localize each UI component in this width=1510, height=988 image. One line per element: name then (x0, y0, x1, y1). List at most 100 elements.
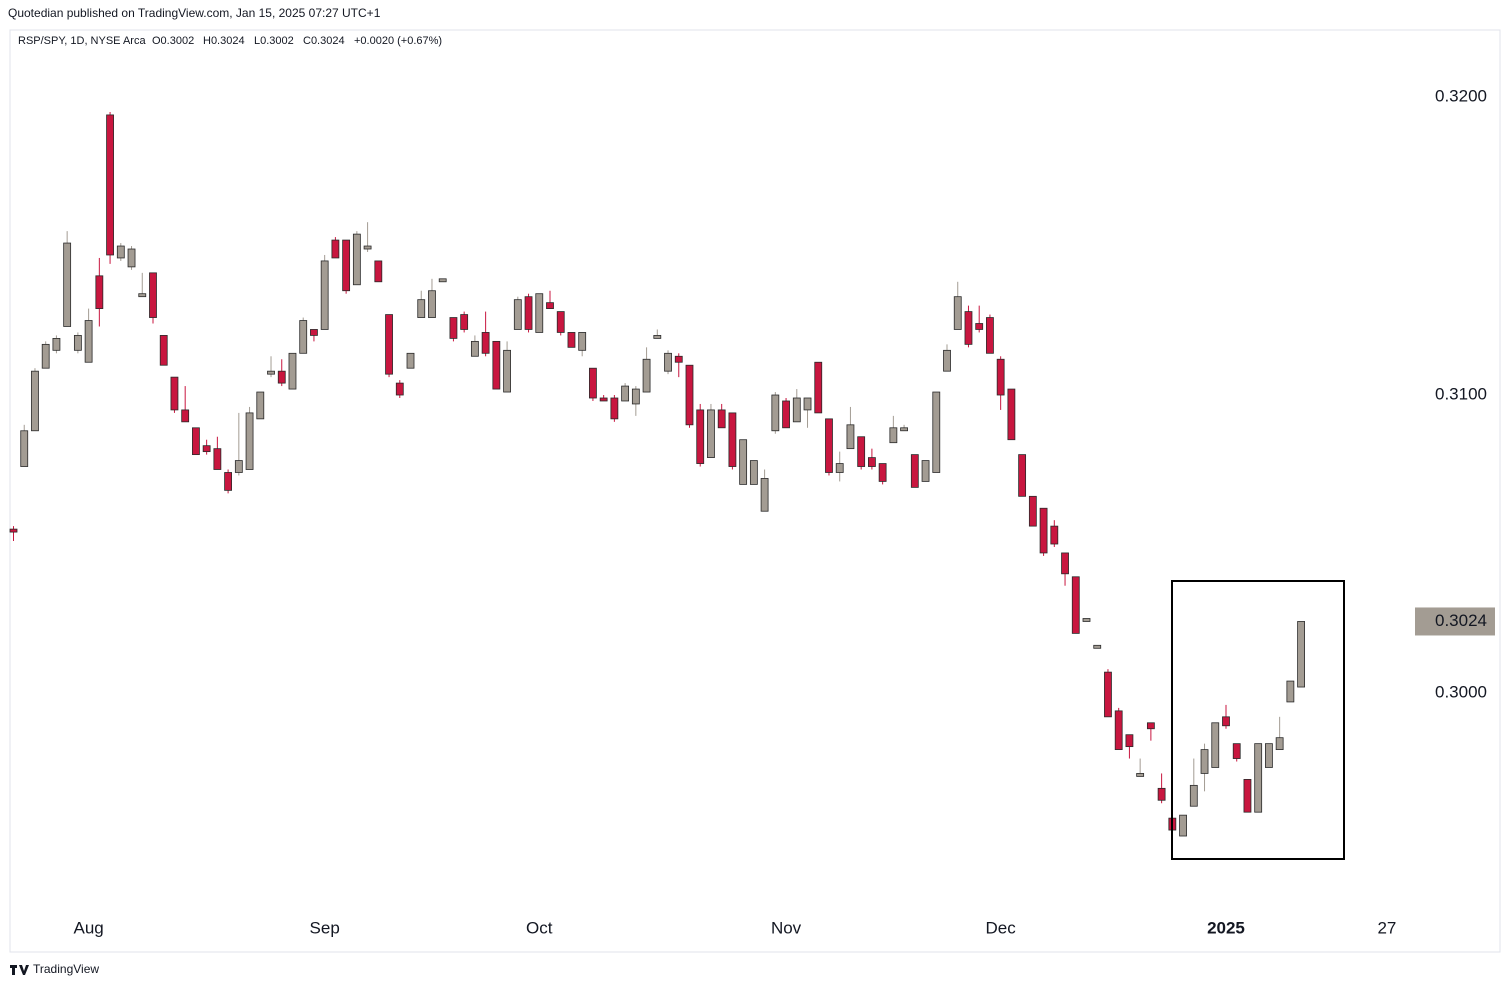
candle-body (470, 340, 479, 357)
chart-frame (9, 29, 1501, 953)
candle-body (1114, 710, 1123, 751)
candle-body (696, 409, 705, 464)
candle-body (106, 114, 114, 256)
candle-body (835, 463, 844, 473)
candle-body (149, 272, 157, 318)
y-tick-label: 0.3000 (1435, 682, 1487, 701)
ohlc-open: O0.3002 (152, 35, 194, 47)
candle-body (95, 275, 104, 310)
candle-body (1265, 743, 1273, 768)
candle-body (331, 239, 340, 259)
candle-body (1104, 671, 1112, 718)
candle-body (728, 412, 737, 467)
candle-body (943, 349, 951, 372)
candle-body (932, 391, 941, 473)
candle-body (878, 463, 887, 482)
candle-body (460, 314, 469, 330)
candle-body (202, 445, 211, 453)
candle-body (1286, 680, 1295, 703)
candle-body (1297, 621, 1305, 688)
candle-body (267, 370, 275, 375)
highlight-box (1171, 580, 1345, 860)
candle-body (41, 343, 50, 369)
candle-body (438, 278, 447, 283)
candle-body (1136, 773, 1145, 777)
candle-body (138, 293, 147, 298)
candle-body (524, 296, 533, 330)
candle-body (213, 448, 222, 470)
ohlc-high: H0.3024 (203, 35, 245, 47)
candle-body (1071, 576, 1080, 634)
candle-body (310, 329, 318, 336)
candle-body (224, 472, 233, 491)
candle-body (792, 397, 801, 423)
last-price-label: 0.3024 (1435, 611, 1487, 630)
x-tick-label: 27 (1377, 918, 1396, 937)
candle-body (1211, 722, 1220, 768)
candle-body (1232, 743, 1241, 759)
candle-body (814, 361, 823, 414)
candle-body (159, 335, 168, 366)
candle-body (996, 358, 1005, 396)
candle-body (1050, 525, 1059, 545)
candle-body (1222, 716, 1230, 727)
candle-body (492, 340, 501, 390)
candle-body (1082, 618, 1091, 622)
candle-body (610, 397, 619, 420)
candle-body (1243, 779, 1252, 813)
candle-body (857, 436, 866, 467)
candle-body (320, 260, 329, 330)
candle-body (1189, 784, 1198, 807)
candle-body (546, 302, 554, 310)
candle-body (417, 299, 426, 318)
candle-body (760, 478, 769, 512)
candle-body (642, 358, 651, 393)
candle-body (589, 367, 597, 399)
candle-body (9, 528, 18, 533)
candle-body (288, 352, 297, 390)
candle-body (975, 323, 984, 330)
candle-body (685, 364, 694, 426)
candle-body (1018, 454, 1027, 497)
x-tick-label: Oct (526, 918, 553, 937)
candle-body (868, 457, 876, 467)
candle-body (1039, 507, 1048, 554)
candle-body (578, 332, 587, 351)
candle-body (921, 460, 930, 482)
candle-body (1028, 495, 1037, 527)
candle-body (181, 409, 190, 423)
ohlc-change: +0.0020 (+0.67%) (354, 35, 442, 47)
candle-body (986, 317, 994, 354)
candle-body (825, 418, 833, 473)
candle-body (170, 376, 179, 411)
candle-body (1061, 552, 1069, 575)
candle-body (63, 242, 72, 327)
candle-body (707, 409, 715, 458)
x-tick-label: Sep (310, 918, 340, 937)
candle-body (964, 311, 973, 345)
candle-body (503, 349, 511, 393)
candle-body (277, 370, 286, 384)
last-price-tag (1415, 607, 1495, 636)
candle-body (910, 454, 919, 488)
candle-body (1179, 814, 1187, 837)
candle-body (1093, 644, 1102, 649)
candle-body (395, 382, 404, 396)
candle-body (1125, 734, 1134, 748)
candle-body (20, 430, 29, 467)
candle-body (846, 424, 855, 450)
candle-body (234, 460, 243, 473)
candle-body (653, 335, 662, 339)
candle-body (717, 409, 726, 429)
y-tick-label: 0.3200 (1435, 87, 1487, 106)
candle-body (52, 338, 61, 351)
candle-body (900, 427, 908, 432)
candle-body (342, 239, 351, 292)
candle-body (352, 233, 361, 286)
candle-body (31, 370, 39, 432)
x-tick-label: 2025 (1207, 918, 1245, 937)
candle-body (567, 332, 576, 348)
candle-body (192, 427, 200, 456)
x-tick-label: Nov (771, 918, 802, 937)
